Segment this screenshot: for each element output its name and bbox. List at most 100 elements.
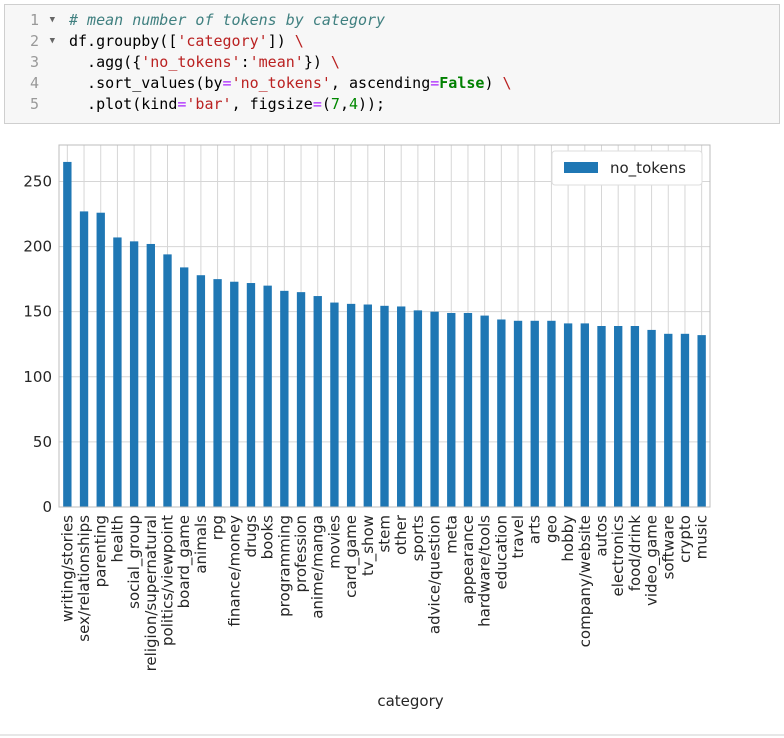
x-tick-label: food/drink — [626, 515, 644, 592]
x-tick-label: video_game — [643, 515, 662, 606]
x-tick-label: appearance — [459, 515, 477, 604]
bar — [647, 329, 656, 507]
code-token: 'mean' — [249, 53, 304, 71]
y-tick-label: 250 — [23, 172, 52, 190]
code-token: ]) — [267, 32, 295, 50]
bar — [129, 241, 139, 507]
x-tick-label: finance/money — [225, 515, 243, 627]
line-number: 4 — [29, 74, 39, 92]
axes-frame — [58, 144, 711, 508]
x-tick-label: autos — [593, 515, 611, 557]
bar — [697, 335, 706, 507]
bar — [480, 315, 489, 507]
x-tick-label: advice/question — [426, 515, 444, 634]
bar — [96, 212, 105, 508]
bar — [630, 326, 640, 507]
bar — [196, 275, 206, 507]
x-tick-label: tv_show — [359, 515, 378, 576]
code-cell[interactable]: 1 ▼ 2 ▼ 3 4 5 # mean number of tokens by categ… — [4, 4, 780, 124]
x-tick-label: travel — [509, 515, 527, 559]
y-tick-label: 50 — [33, 433, 52, 451]
x-tick-label: programming — [275, 515, 293, 617]
y-tick-label: 100 — [23, 368, 52, 386]
line-number: 2 — [29, 32, 39, 50]
x-tick-label: sports — [409, 515, 427, 562]
bar — [113, 237, 122, 507]
code-token: .plot(kind — [69, 95, 178, 113]
legend-label: no_tokens — [610, 159, 686, 178]
code-token: = — [430, 74, 440, 92]
line-number: 3 — [29, 53, 39, 71]
code-token: , — [339, 95, 349, 113]
x-tick-label: sex/relationships — [75, 515, 93, 642]
code-token: \ — [294, 32, 304, 50]
bar — [530, 320, 539, 507]
code-token: = — [222, 74, 232, 92]
line-number-row: 2 ▼ — [5, 31, 63, 52]
x-axis-label: category — [377, 692, 443, 710]
bar — [213, 279, 222, 507]
x-tick-label: crypto — [676, 515, 694, 563]
y-tick-label: 0 — [42, 498, 52, 516]
x-tick-label: company/website — [576, 515, 594, 647]
code-token: : — [240, 53, 250, 71]
code-token: )); — [358, 95, 386, 113]
x-tick-label: arts — [526, 515, 544, 544]
code-line: .plot(kind='bar', figsize=(7,4)); — [69, 94, 512, 115]
code-token: 4 — [348, 95, 358, 113]
bar — [580, 323, 589, 507]
x-tick-label: drugs — [242, 515, 260, 558]
code-token: \ — [502, 74, 512, 92]
code-token: df.groupby([ — [69, 32, 178, 50]
x-tick-label: health — [108, 515, 126, 562]
x-tick-label: parenting — [92, 515, 110, 587]
x-tick-label: music — [693, 515, 711, 559]
code-token: .sort_values(by — [69, 74, 223, 92]
x-tick-label: profession — [292, 515, 310, 593]
code-line: .agg({'no_tokens':'mean'}) \ — [69, 52, 512, 73]
bar — [380, 305, 389, 507]
code-token: \ — [330, 53, 340, 71]
x-tick-label: writing/stories — [58, 515, 76, 622]
code-line: # mean number of tokens by category — [69, 10, 512, 31]
bar — [246, 283, 256, 507]
x-tick-label: rpg — [209, 515, 227, 540]
line-number-row: 3 — [5, 52, 63, 73]
code-token: 'no_tokens' — [141, 53, 241, 71]
bar — [363, 304, 372, 507]
bar — [664, 333, 673, 507]
code-token: = — [312, 95, 322, 113]
fold-marker[interactable]: ▼ — [49, 36, 55, 46]
bar — [263, 285, 272, 507]
x-tick-label: animals — [192, 515, 210, 574]
x-tick-label: card_game — [342, 515, 361, 598]
x-tick-label: geo — [542, 515, 560, 543]
code-token: , ascending — [330, 74, 431, 92]
bar — [563, 323, 573, 507]
y-tick-label: 200 — [23, 238, 52, 256]
x-tick-label: books — [259, 515, 277, 560]
code-token: }) — [303, 53, 331, 71]
bar — [163, 254, 172, 507]
bar — [497, 319, 506, 507]
bar — [397, 306, 406, 507]
legend-box — [551, 150, 703, 186]
x-tick-label: religion/supernatural — [142, 515, 160, 671]
line-number-row: 5 — [5, 94, 63, 115]
bar — [413, 310, 423, 507]
x-tick-label: hardware/tools — [476, 515, 494, 627]
x-tick-label: electronics — [609, 515, 627, 597]
bar — [63, 161, 72, 508]
bar — [280, 290, 289, 507]
x-tick-label: hobby — [559, 515, 577, 562]
code-token: ( — [321, 95, 331, 113]
x-tick-label: anime/manga — [309, 515, 327, 619]
fold-marker[interactable]: ▼ — [49, 15, 55, 25]
code-token: = — [177, 95, 187, 113]
line-number: 1 — [29, 11, 39, 29]
code-token: 'category' — [177, 32, 268, 50]
bar — [180, 267, 189, 507]
x-tick-label: board_game — [175, 515, 194, 608]
code-token: 'bar' — [186, 95, 232, 113]
